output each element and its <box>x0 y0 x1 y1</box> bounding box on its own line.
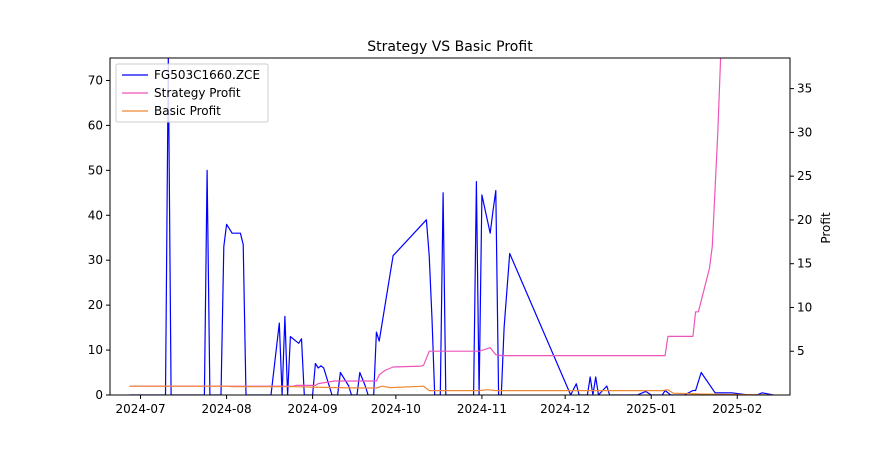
x-tick-label: 2024-08 <box>202 402 252 416</box>
plot-frame <box>109 57 791 396</box>
left-y-tick-label: 40 <box>88 208 103 222</box>
axes: 2024-07 2024-08 2024-09 2024-10 2024-11 2024-… <box>88 57 812 416</box>
left-y-tick-label: 70 <box>88 73 103 87</box>
legend: FG503C1660.ZCE Strategy Profit Basic Profi… <box>115 63 269 123</box>
right-y-tick-label: 25 <box>797 169 812 183</box>
left-y-tick-label: 0 <box>95 388 103 402</box>
right-y-tick-label: 20 <box>797 213 812 227</box>
x-tick-label: 2025-01 <box>626 402 676 416</box>
x-tick-label: 2024-09 <box>288 402 338 416</box>
x-tick-label: 2024-10 <box>371 402 421 416</box>
left-y-tick-label: 50 <box>88 163 103 177</box>
legend-label: Basic Profit <box>154 104 221 118</box>
series-line-2 <box>129 58 722 387</box>
legend-box <box>115 63 269 123</box>
chart-title: Strategy VS Basic Profit <box>367 39 533 55</box>
left-y-tick-label: 30 <box>88 253 103 267</box>
series-group <box>129 58 774 395</box>
series-line-3 <box>129 385 774 395</box>
left-y-tick-label: 20 <box>88 298 103 312</box>
left-y-tick-label: 10 <box>88 343 103 357</box>
right-y-tick-label: 5 <box>797 344 805 358</box>
legend-label: Strategy Profit <box>154 86 241 100</box>
plot-area <box>129 58 774 395</box>
x-tick-label: 2024-12 <box>540 402 590 416</box>
x-tick-label: 2024-07 <box>115 402 165 416</box>
left-y-tick-label: 60 <box>88 118 103 132</box>
legend-label: FG503C1660.ZCE <box>154 68 260 82</box>
right-axis-label: Profit <box>819 212 833 244</box>
right-y-tick-label: 15 <box>797 257 812 271</box>
right-y-tick-label: 10 <box>797 300 812 314</box>
series-line-1 <box>129 58 774 395</box>
right-y-tick-label: 35 <box>797 82 812 96</box>
x-tick-label: 2024-11 <box>457 402 507 416</box>
right-y-tick-label: 30 <box>797 125 812 139</box>
x-tick-label: 2025-02 <box>712 402 762 416</box>
